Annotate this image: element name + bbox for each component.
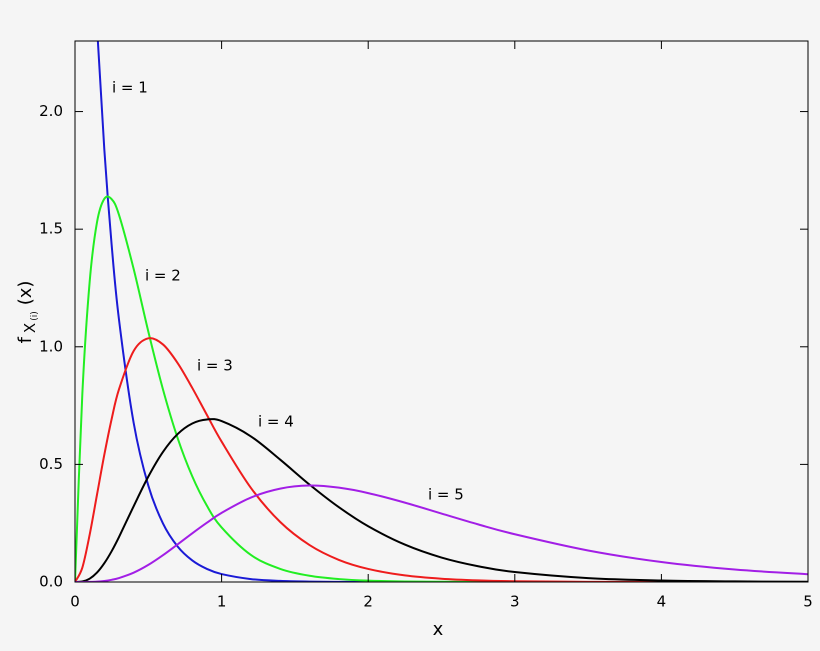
series-line [96, 41, 808, 582]
series-line [75, 484, 808, 582]
series-label: i = 4 [258, 413, 294, 431]
y-label-subsub: (i) [30, 311, 40, 321]
x-axis-label: x [433, 619, 444, 640]
series-label: i = 2 [145, 267, 181, 285]
y-tick-label: 1.5 [39, 220, 63, 238]
plot-frame [74, 40, 809, 583]
x-tick-label: 3 [510, 593, 520, 611]
series-label: i = 3 [197, 357, 233, 375]
series-label: i = 5 [428, 486, 464, 504]
x-tick-label: 2 [363, 593, 373, 611]
series-label: i = 1 [112, 79, 148, 97]
x-tick-label: 0 [70, 593, 80, 611]
y-label-f: f [15, 336, 36, 343]
y-label-sub: X [21, 323, 39, 333]
y-tick-label: 2.0 [39, 102, 63, 120]
x-tick-label: 4 [657, 593, 667, 611]
y-tick-label: 0.5 [39, 455, 63, 473]
series-line [75, 418, 808, 582]
y-axis-label: fX (i) (x) [15, 281, 40, 344]
x-tick-label: 5 [803, 593, 813, 611]
y-tick-label: 0.0 [39, 573, 63, 591]
y-label-arg: (x) [15, 281, 36, 306]
y-tick-label: 1.0 [39, 337, 63, 355]
x-tick-label: 1 [217, 593, 227, 611]
